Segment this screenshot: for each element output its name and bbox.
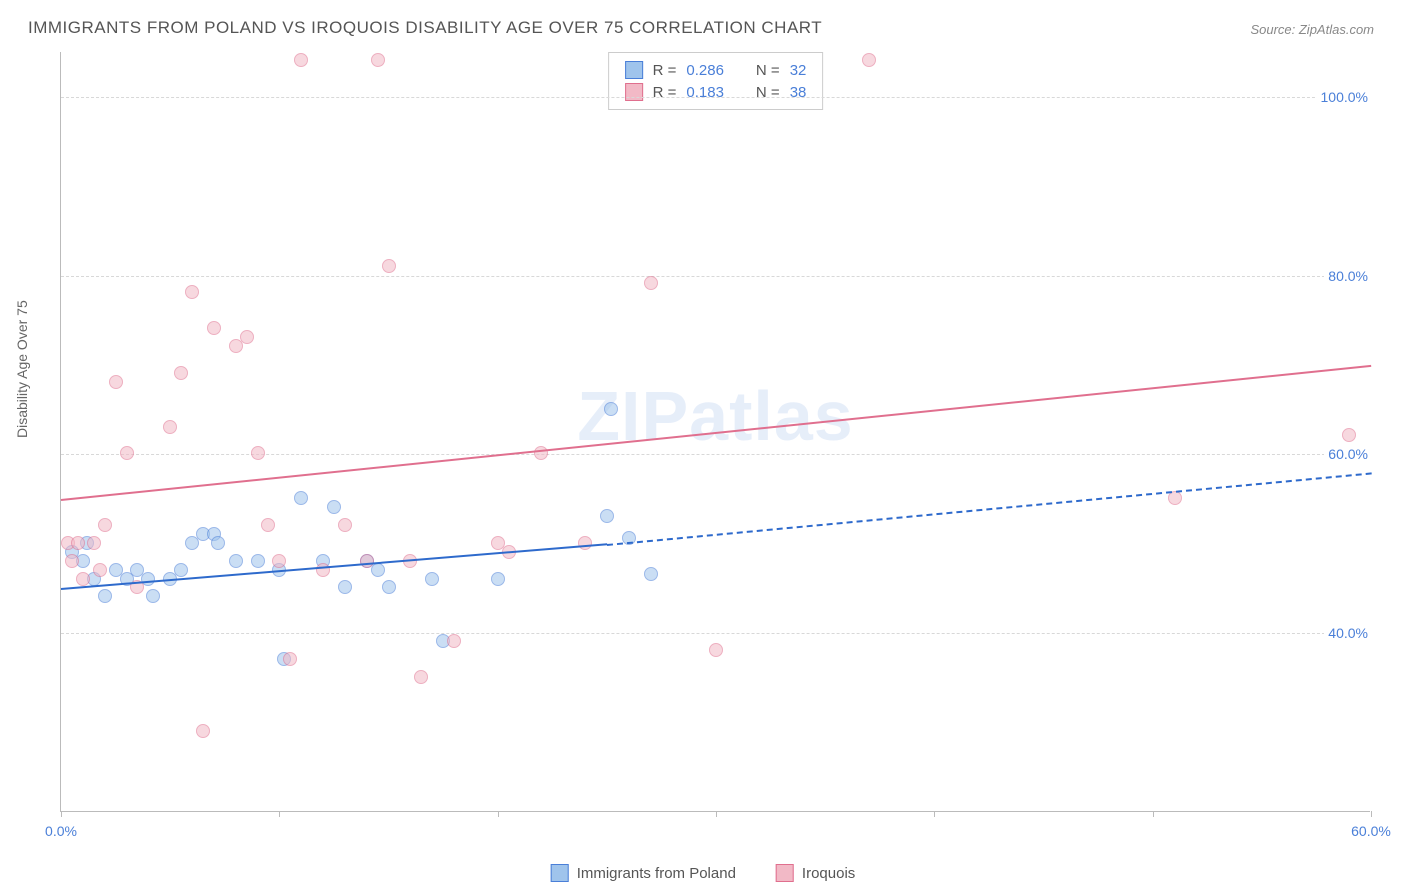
legend-r-value: 0.183	[686, 84, 724, 101]
scatter-point	[600, 509, 614, 523]
watermark-text: ZIPatlas	[577, 376, 853, 456]
scatter-point	[109, 375, 123, 389]
chart-title: IMMIGRANTS FROM POLAND VS IROQUOIS DISAB…	[28, 18, 822, 38]
scatter-point	[76, 572, 90, 586]
scatter-point	[185, 285, 199, 299]
scatter-point	[146, 589, 160, 603]
legend-swatch	[625, 83, 643, 101]
scatter-point	[360, 554, 374, 568]
x-tick-mark	[1371, 811, 1372, 817]
scatter-point	[644, 567, 658, 581]
scatter-point	[316, 563, 330, 577]
scatter-point	[578, 536, 592, 550]
legend-item: Iroquois	[776, 864, 855, 882]
scatter-plot: ZIPatlas R = 0.286 N = 32 R = 0.183 N = 38 40.0…	[60, 52, 1370, 812]
legend-row: R = 0.183 N = 38	[625, 81, 807, 103]
legend-swatch	[625, 61, 643, 79]
scatter-point	[371, 563, 385, 577]
trend-line	[607, 472, 1371, 546]
x-tick-mark	[279, 811, 280, 817]
scatter-point	[211, 536, 225, 550]
y-tick-label: 80.0%	[1324, 268, 1372, 284]
scatter-point	[240, 330, 254, 344]
legend-series-name: Iroquois	[802, 865, 855, 882]
x-tick-mark	[61, 811, 62, 817]
legend-r-label: R =	[653, 84, 677, 101]
scatter-point	[272, 554, 286, 568]
x-tick-mark	[498, 811, 499, 817]
legend-swatch	[551, 864, 569, 882]
scatter-point	[174, 563, 188, 577]
legend-n-value: 38	[790, 84, 807, 101]
stats-legend: R = 0.286 N = 32 R = 0.183 N = 38	[608, 52, 824, 110]
scatter-point	[251, 446, 265, 460]
scatter-point	[709, 643, 723, 657]
scatter-point	[327, 500, 341, 514]
scatter-point	[338, 580, 352, 594]
scatter-point	[207, 321, 221, 335]
series-legend: Immigrants from Poland Iroquois	[551, 864, 856, 882]
scatter-point	[93, 563, 107, 577]
legend-r-label: R =	[653, 62, 677, 79]
scatter-point	[294, 53, 308, 67]
x-tick-mark	[934, 811, 935, 817]
y-axis-label: Disability Age Over 75	[14, 300, 30, 438]
scatter-point	[261, 518, 275, 532]
scatter-point	[120, 446, 134, 460]
scatter-point	[604, 402, 618, 416]
scatter-point	[382, 580, 396, 594]
gridline	[61, 633, 1370, 634]
scatter-point	[371, 53, 385, 67]
trend-line	[61, 365, 1371, 501]
scatter-point	[382, 259, 396, 273]
scatter-point	[229, 554, 243, 568]
legend-swatch	[776, 864, 794, 882]
scatter-point	[294, 491, 308, 505]
x-tick-label: 60.0%	[1351, 823, 1391, 839]
scatter-point	[251, 554, 265, 568]
legend-n-value: 32	[790, 62, 807, 79]
gridline	[61, 276, 1370, 277]
x-tick-mark	[1153, 811, 1154, 817]
legend-item: Immigrants from Poland	[551, 864, 736, 882]
scatter-point	[491, 572, 505, 586]
scatter-point	[87, 536, 101, 550]
scatter-point	[644, 276, 658, 290]
y-tick-label: 60.0%	[1324, 446, 1372, 462]
scatter-point	[98, 518, 112, 532]
gridline	[61, 97, 1370, 98]
y-tick-label: 40.0%	[1324, 625, 1372, 641]
scatter-point	[196, 724, 210, 738]
legend-series-name: Immigrants from Poland	[577, 865, 736, 882]
y-tick-label: 100.0%	[1317, 89, 1372, 105]
source-attribution: Source: ZipAtlas.com	[1250, 22, 1374, 37]
scatter-point	[174, 366, 188, 380]
scatter-point	[425, 572, 439, 586]
legend-n-label: N =	[756, 62, 780, 79]
scatter-point	[98, 589, 112, 603]
scatter-point	[1342, 428, 1356, 442]
scatter-point	[862, 53, 876, 67]
scatter-point	[283, 652, 297, 666]
legend-r-value: 0.286	[686, 62, 724, 79]
x-tick-mark	[716, 811, 717, 817]
scatter-point	[447, 634, 461, 648]
scatter-point	[71, 536, 85, 550]
scatter-point	[414, 670, 428, 684]
x-tick-label: 0.0%	[45, 823, 77, 839]
scatter-point	[65, 554, 79, 568]
scatter-point	[163, 420, 177, 434]
legend-row: R = 0.286 N = 32	[625, 59, 807, 81]
scatter-point	[338, 518, 352, 532]
legend-n-label: N =	[756, 84, 780, 101]
